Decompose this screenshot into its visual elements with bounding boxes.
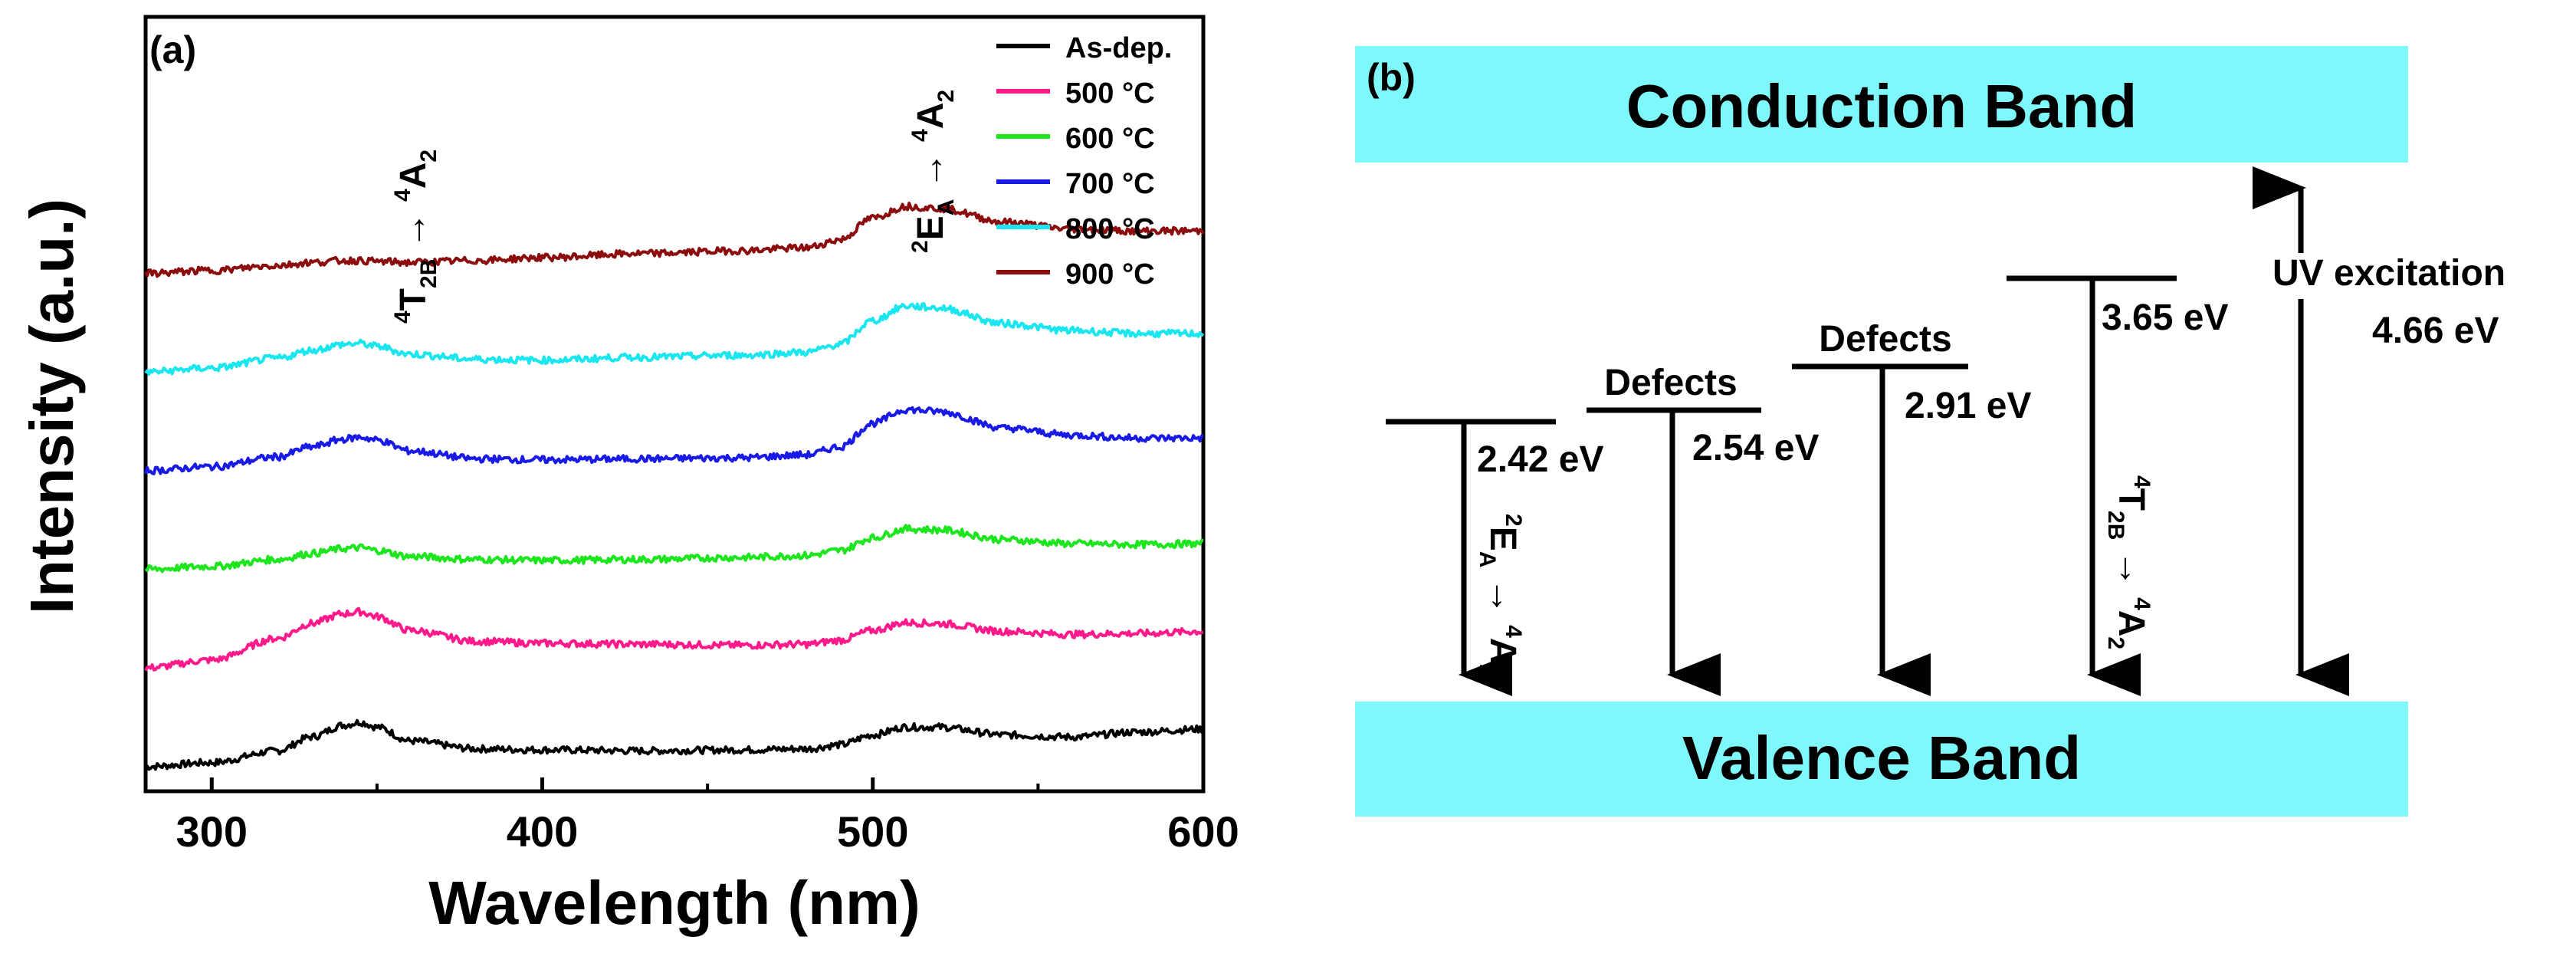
x-tick-label-3: 600 — [1167, 807, 1239, 856]
spectra-chart: 300 400 500 600 (a) Wavelength (nm) Intensi… — [18, 15, 1239, 937]
x-axis-ticks: 300 400 500 600 — [176, 777, 1239, 856]
legend-label-5: 900 °C — [1065, 258, 1155, 291]
plot-frame — [143, 15, 1206, 794]
series-line-0 — [145, 718, 1205, 771]
svg-text:2EA → 4A2: 2EA → 4A2 — [1472, 514, 1526, 677]
svg-text:4T2B → 4A2: 4T2B → 4A2 — [2100, 475, 2154, 649]
panel-label-a: (a) — [149, 28, 196, 71]
x-axis-title: Wavelength (nm) — [428, 869, 920, 937]
valence-band — [1355, 702, 2408, 817]
y-axis-title: Intensity (a.u.) — [18, 199, 86, 614]
energy-label-1: 2.42 eV — [1477, 439, 1603, 480]
legend-label-2: 600 °C — [1065, 123, 1155, 155]
legend-label-4: 800 °C — [1065, 213, 1155, 245]
annotation-2ea-4a2: 2EA → 4A2 — [907, 90, 962, 253]
svg-text:4T2B → 4A2: 4T2B → 4A2 — [390, 150, 445, 324]
legend: As-dep. 500 °C 600 °C 700 °C 800 °C 900 °C — [996, 32, 1172, 291]
series-layer — [144, 202, 1205, 771]
series-line-2 — [144, 524, 1204, 574]
uv-label: UV excitation — [2272, 253, 2505, 294]
valence-band-label: Valence Band — [1682, 724, 2081, 792]
conduction-band — [1355, 46, 2408, 163]
level-label-3: Defects — [1819, 319, 1951, 360]
level-label-2: Defects — [1604, 363, 1737, 403]
svg-text:2EA → 4A2: 2EA → 4A2 — [907, 90, 962, 253]
panel-label-b: (b) — [1367, 56, 1416, 99]
uv-energy-label: 4.66 eV — [2372, 311, 2499, 351]
legend-label-0: As-dep. — [1065, 32, 1172, 64]
series-line-4 — [144, 302, 1205, 376]
conduction-band-label: Conduction Band — [1626, 72, 2138, 140]
energy-label-2: 2.54 eV — [1692, 428, 1819, 468]
series-line-5 — [144, 202, 1205, 278]
legend-label-1: 500 °C — [1065, 77, 1155, 110]
x-tick-label-1: 400 — [507, 807, 578, 856]
transition-label-2ea-4a2: 2EA → 4A2 — [1472, 514, 1526, 677]
annotation-4t2b-4a2: 4T2B → 4A2 — [390, 150, 445, 324]
series-line-3 — [144, 406, 1204, 475]
x-tick-label-2: 500 — [837, 807, 908, 856]
x-tick-label-0: 300 — [176, 807, 248, 856]
series-line-1 — [144, 606, 1204, 672]
transition-label-4t2b-4a2: 4T2B → 4A2 — [2100, 475, 2154, 649]
legend-label-3: 700 °C — [1065, 168, 1155, 200]
energy-label-4: 3.65 eV — [2102, 297, 2228, 338]
energy-label-3: 2.91 eV — [1905, 386, 2031, 426]
